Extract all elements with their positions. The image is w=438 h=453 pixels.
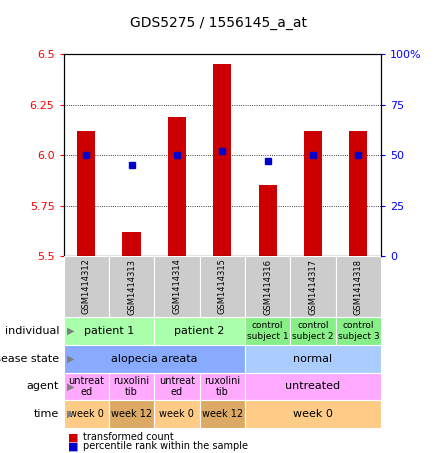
Bar xyxy=(290,256,336,317)
Text: untreat
ed: untreat ed xyxy=(68,376,104,397)
Bar xyxy=(154,372,200,400)
Bar xyxy=(245,256,290,317)
Text: alopecia areata: alopecia areata xyxy=(111,354,198,364)
Text: ▶: ▶ xyxy=(67,326,74,336)
Text: control
subject 2: control subject 2 xyxy=(292,321,334,341)
Text: percentile rank within the sample: percentile rank within the sample xyxy=(83,441,248,451)
Bar xyxy=(245,317,290,345)
Bar xyxy=(304,131,322,256)
Text: untreated: untreated xyxy=(286,381,341,391)
Text: patient 2: patient 2 xyxy=(174,326,225,336)
Text: week 12: week 12 xyxy=(111,409,152,419)
Bar xyxy=(109,256,154,317)
Bar xyxy=(200,256,245,317)
Bar xyxy=(154,400,200,428)
Bar xyxy=(350,131,367,256)
Bar xyxy=(64,317,154,345)
Text: ▶: ▶ xyxy=(67,409,74,419)
Text: GSM1414317: GSM1414317 xyxy=(308,259,318,314)
Text: agent: agent xyxy=(27,381,59,391)
Text: week 0: week 0 xyxy=(159,409,194,419)
Text: disease state: disease state xyxy=(0,354,59,364)
Bar xyxy=(290,317,336,345)
Bar xyxy=(154,317,245,345)
Text: ruxolini
tib: ruxolini tib xyxy=(113,376,150,397)
Text: individual: individual xyxy=(5,326,59,336)
Text: control
subject 3: control subject 3 xyxy=(338,321,379,341)
Bar xyxy=(64,345,245,372)
Bar xyxy=(258,185,277,256)
Text: ruxolini
tib: ruxolini tib xyxy=(204,376,240,397)
Text: GSM1414314: GSM1414314 xyxy=(173,259,181,314)
Text: GDS5275 / 1556145_a_at: GDS5275 / 1556145_a_at xyxy=(131,16,307,30)
Text: GSM1414318: GSM1414318 xyxy=(354,259,363,314)
Bar xyxy=(64,372,109,400)
Bar xyxy=(64,256,109,317)
Bar xyxy=(109,372,154,400)
Text: ■: ■ xyxy=(68,432,78,442)
Text: week 12: week 12 xyxy=(202,409,243,419)
Bar xyxy=(64,400,109,428)
Text: control
subject 1: control subject 1 xyxy=(247,321,289,341)
Bar xyxy=(154,256,200,317)
Text: GSM1414313: GSM1414313 xyxy=(127,259,136,314)
Bar xyxy=(200,372,245,400)
Bar xyxy=(109,400,154,428)
Text: GSM1414316: GSM1414316 xyxy=(263,259,272,314)
Bar xyxy=(245,345,381,372)
Bar xyxy=(336,256,381,317)
Text: time: time xyxy=(34,409,59,419)
Text: week 0: week 0 xyxy=(69,409,104,419)
Text: ▶: ▶ xyxy=(67,381,74,391)
Text: untreat
ed: untreat ed xyxy=(159,376,195,397)
Bar xyxy=(77,131,95,256)
Text: GSM1414315: GSM1414315 xyxy=(218,259,227,314)
Text: week 0: week 0 xyxy=(293,409,333,419)
Text: patient 1: patient 1 xyxy=(84,326,134,336)
Bar xyxy=(245,400,381,428)
Bar xyxy=(245,372,381,400)
Text: ■: ■ xyxy=(68,441,78,451)
Bar xyxy=(336,317,381,345)
Text: GSM1414312: GSM1414312 xyxy=(82,259,91,314)
Bar xyxy=(123,232,141,256)
Bar xyxy=(213,64,231,256)
Bar xyxy=(200,400,245,428)
Text: normal: normal xyxy=(293,354,332,364)
Bar xyxy=(168,117,186,256)
Text: ▶: ▶ xyxy=(67,354,74,364)
Text: transformed count: transformed count xyxy=(83,432,174,442)
